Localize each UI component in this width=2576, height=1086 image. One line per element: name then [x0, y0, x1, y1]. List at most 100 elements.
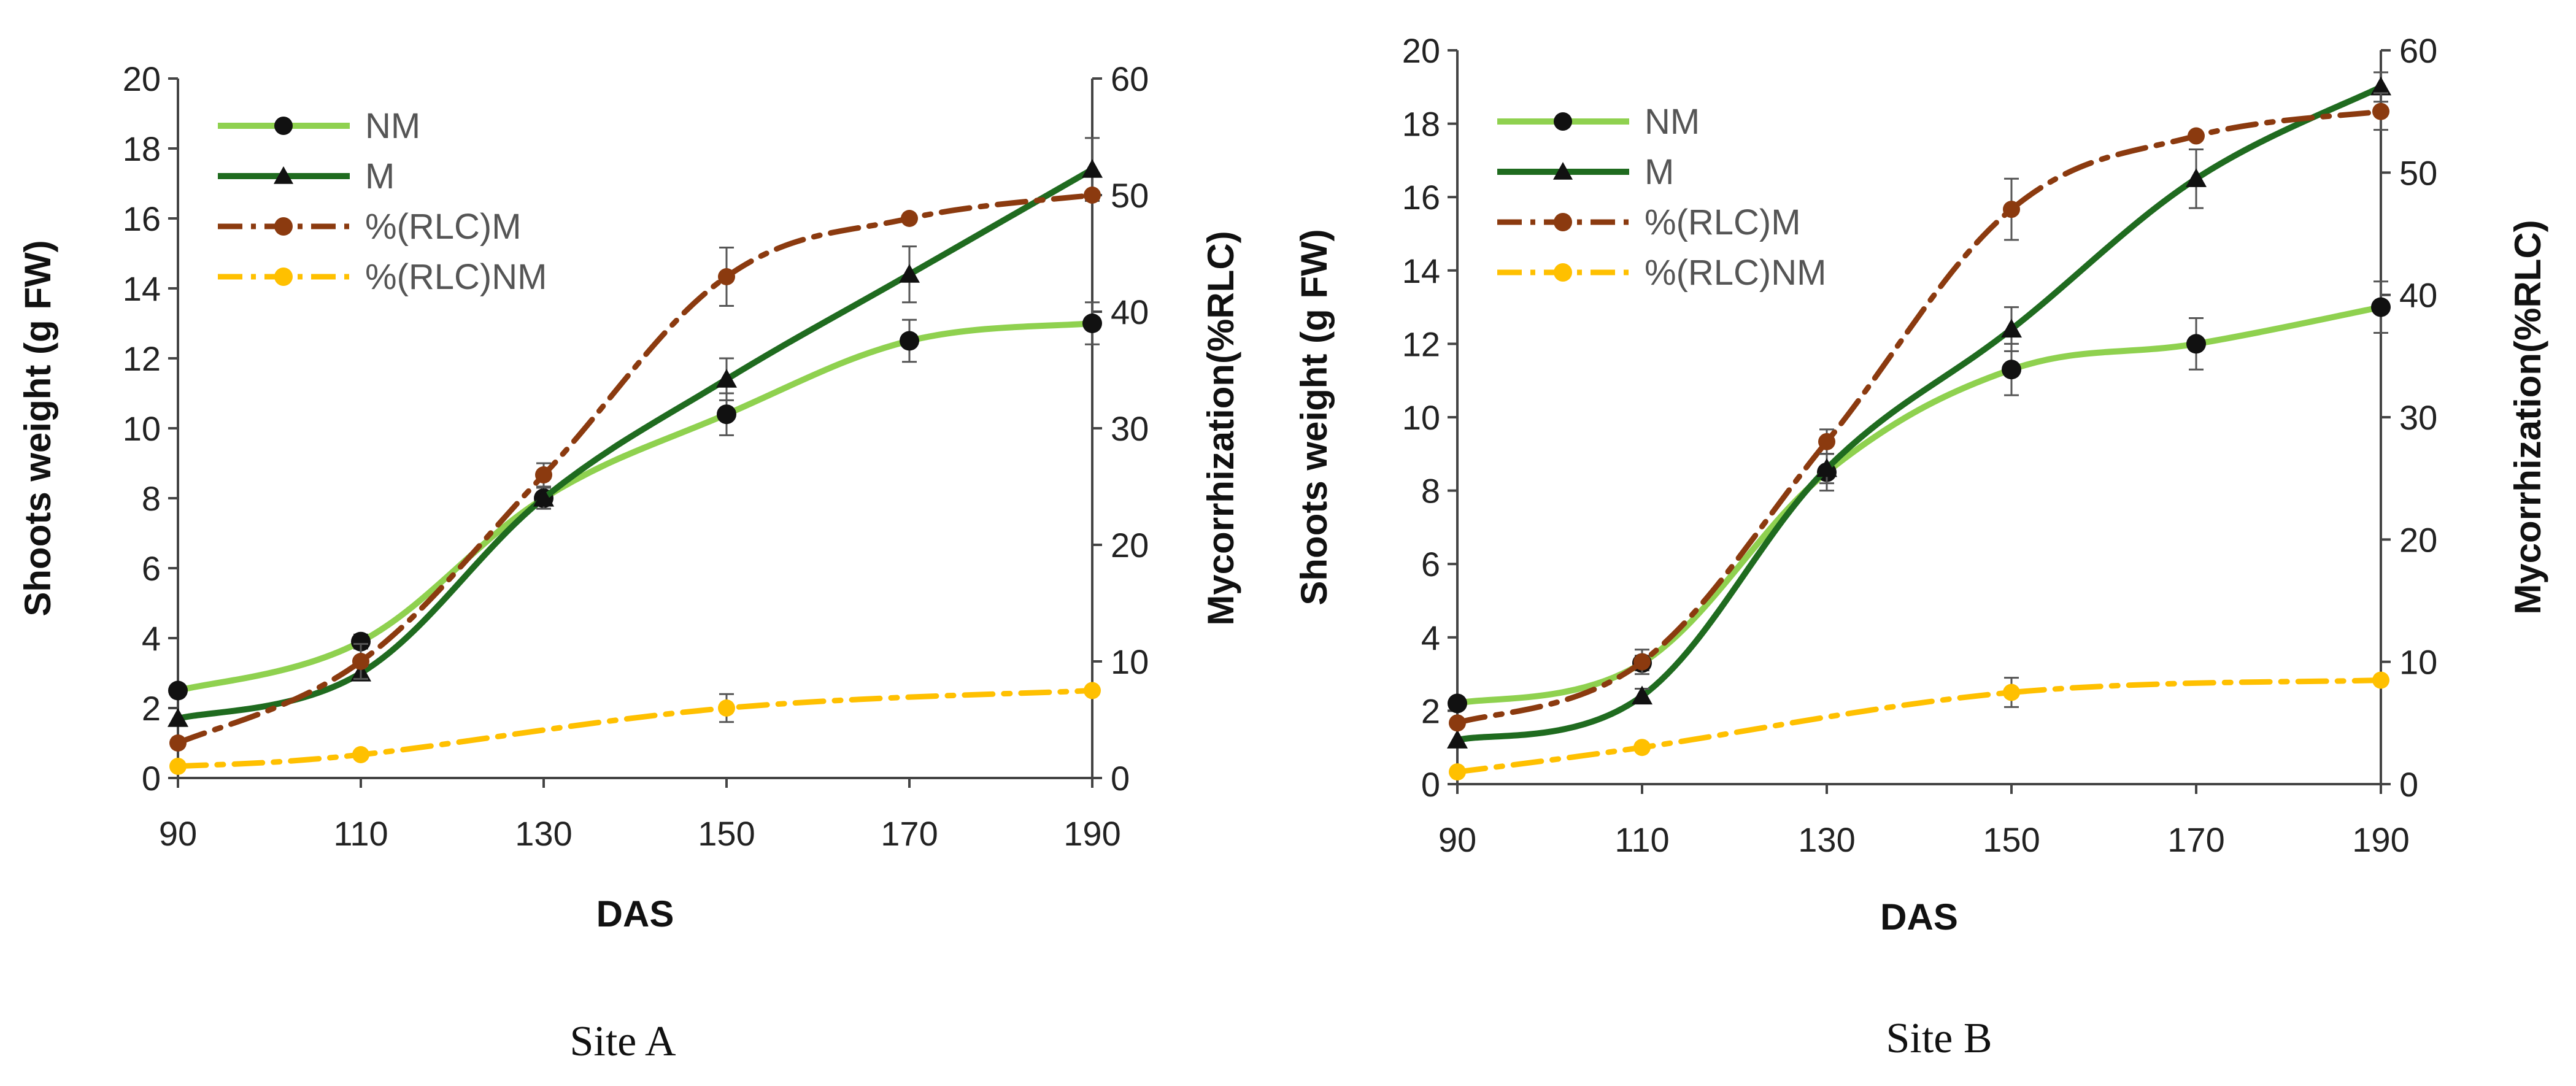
data-point-rlcm	[901, 210, 918, 227]
data-point-nm	[2371, 297, 2391, 317]
legend-marker	[1553, 162, 1573, 180]
legend-marker	[1554, 112, 1572, 131]
y-tick-label: 2	[142, 689, 161, 728]
y2-tick-label: 50	[2399, 153, 2437, 192]
series-line-rlcnm	[175, 688, 1095, 769]
data-point-rlcnm	[1449, 763, 1466, 781]
y2-tick-label: 60	[1111, 60, 1149, 98]
data-point-m	[2001, 318, 2022, 338]
data-point-m	[1816, 458, 1837, 477]
y-tick-label: 12	[1402, 325, 1440, 363]
data-point-rlcnm	[1084, 682, 1101, 699]
y2-tick-label: 0	[1111, 759, 1130, 798]
data-point-m	[1632, 685, 1652, 705]
site-caption: Site A	[569, 1018, 676, 1065]
series-line-rlcm	[1454, 109, 2384, 726]
data-point-rlcm	[1633, 653, 1651, 671]
x-tick-label: 190	[1063, 814, 1120, 853]
legend-marker	[274, 117, 293, 135]
data-point-nm	[2002, 360, 2021, 380]
data-point-rlcm	[169, 734, 187, 752]
data-point-rlcm	[718, 268, 735, 285]
y-tick-label: 16	[1402, 178, 1440, 217]
y2-tick-label: 0	[2399, 765, 2418, 804]
y-tick-label: 0	[1421, 765, 1440, 804]
x-axis-title: DAS	[1880, 896, 1958, 938]
legend-label: %(RLC)M	[1645, 202, 1801, 242]
y2-tick-label: 10	[2399, 643, 2437, 682]
y-tick-label: 20	[1402, 31, 1440, 70]
legend-marker	[1554, 213, 1572, 231]
data-point-m	[899, 264, 920, 283]
series-line-m	[175, 166, 1095, 722]
data-layer	[168, 137, 1103, 775]
data-point-rlcm	[535, 466, 552, 483]
data-point-rlcnm	[352, 746, 369, 763]
y2-tick-label: 50	[1111, 176, 1149, 215]
x-tick-label: 130	[1798, 820, 1855, 859]
data-point-m	[168, 708, 188, 727]
legend-marker	[1554, 263, 1572, 282]
y-tick-label: 4	[1421, 618, 1440, 657]
site-caption: Site B	[1886, 1015, 1992, 1062]
y2-tick-label: 40	[1111, 293, 1149, 331]
gridlines-and-axes: 0 2 4 6 8 10 12 14 16 18 20 0 10 20 30 40 50 60 90 110 130 15…	[1402, 31, 2438, 859]
y-tick-label: 18	[1402, 105, 1440, 144]
y-tick-label: 16	[123, 199, 161, 238]
data-point-rlcm	[2003, 201, 2020, 218]
y-tick-label: 12	[123, 339, 161, 378]
x-tick-label: 190	[2352, 820, 2409, 859]
y2-axis-title: Mycorrhization(%RLC)	[2507, 220, 2548, 614]
legend: NM M %(RLC)M %(RLC)NM	[218, 106, 547, 297]
data-point-m	[2370, 76, 2391, 96]
legend-label: %(RLC)M	[365, 207, 522, 247]
legend-label: %(RLC)NM	[365, 257, 547, 297]
series-line-nm	[1454, 304, 2384, 707]
x-tick-label: 90	[159, 814, 197, 853]
y-tick-label: 4	[142, 619, 161, 658]
data-point-rlcnm	[2003, 684, 2020, 701]
data-point-rlcm	[2188, 127, 2205, 145]
data-point-nm	[2186, 334, 2206, 354]
y-tick-label: 6	[142, 549, 161, 588]
x-tick-label: 130	[515, 814, 572, 853]
x-tick-label: 90	[1438, 820, 1476, 859]
data-point-rlcm	[2372, 102, 2389, 120]
series-line-m	[1454, 83, 2384, 744]
y2-tick-label: 20	[1111, 526, 1149, 564]
data-point-nm	[717, 404, 736, 425]
data-point-m	[1082, 159, 1103, 178]
y2-tick-label: 20	[2399, 520, 2437, 559]
y-tick-label: 14	[1402, 252, 1440, 290]
x-tick-label: 170	[881, 814, 938, 853]
y2-tick-label: 60	[2399, 31, 2437, 70]
data-point-nm	[1448, 693, 1467, 714]
data-layer	[1447, 71, 2391, 781]
legend-label: M	[365, 156, 395, 196]
legend-marker	[274, 268, 293, 286]
legend-label: %(RLC)NM	[1645, 253, 1826, 293]
y2-tick-label: 40	[2399, 276, 2437, 315]
legend-marker	[274, 166, 293, 184]
data-point-rlcm	[1818, 433, 1835, 450]
x-tick-label: 150	[1983, 820, 2040, 859]
x-tick-label: 170	[2167, 820, 2224, 859]
x-tick-label: 150	[698, 814, 755, 853]
data-point-rlcnm	[1633, 739, 1651, 757]
data-point-m	[716, 369, 737, 388]
legend-marker	[274, 217, 293, 236]
legend-label: NM	[1645, 102, 1700, 142]
gridlines-and-axes: 0 2 4 6 8 10 12 14 16 18 20 0 10 20 30 40 50 60 90 110 130 15…	[123, 60, 1149, 853]
y-tick-label: 20	[123, 60, 161, 98]
data-point-rlcm	[352, 653, 369, 670]
y-tick-label: 14	[123, 269, 161, 308]
data-point-rlcm	[1449, 714, 1466, 732]
chart-site-a: 0 2 4 6 8 10 12 14 16 18 20 0 10 20 30 40 50 60 90 110 130 15…	[17, 60, 1241, 1065]
data-point-m	[1447, 730, 1468, 749]
series-line-rlcnm	[1454, 677, 2384, 775]
data-point-nm	[351, 631, 371, 652]
y-tick-label: 2	[1421, 691, 1440, 730]
y2-tick-label: 30	[2399, 398, 2437, 437]
y-tick-label: 0	[142, 759, 161, 798]
y-tick-label: 18	[123, 129, 161, 168]
